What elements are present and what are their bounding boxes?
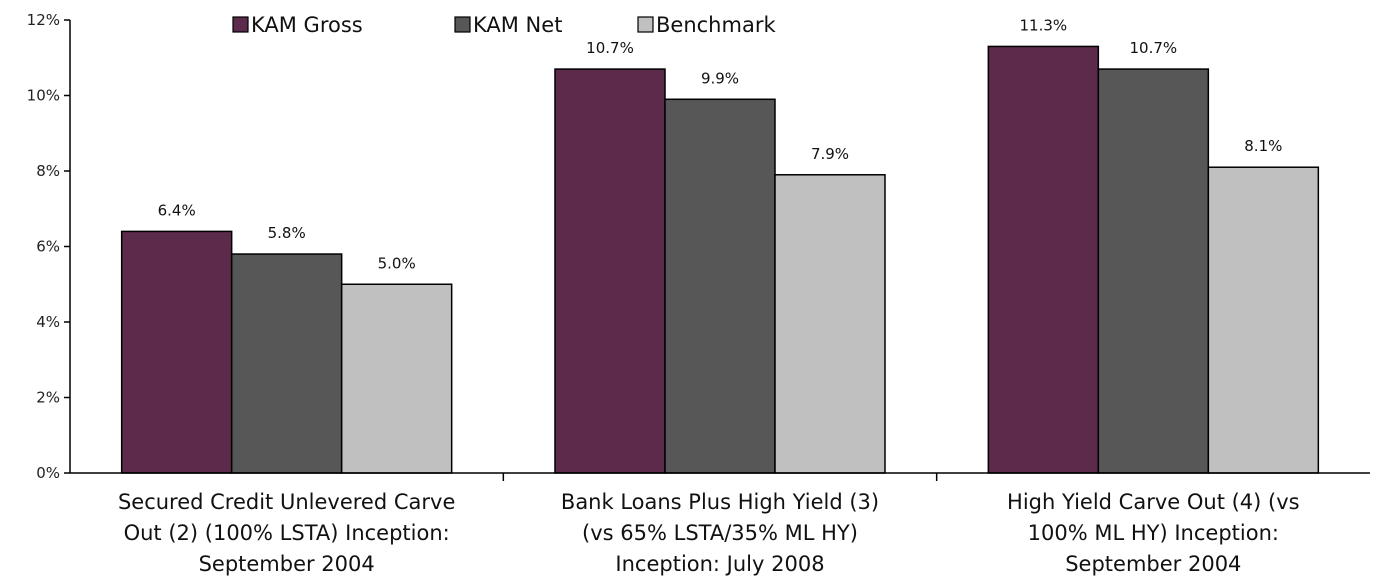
y-tick-label: 8% [36,162,60,180]
x-axis: Secured Credit Unlevered Carve Out (2) (1… [70,472,1370,576]
x-category-label-line: Secured Credit Unlevered Carve [118,490,455,514]
bar-kam-gross [987,45,1100,474]
bar-kam-gross [554,68,666,474]
bar-benchmark [774,174,886,474]
data-label: 6.4% [158,201,196,219]
x-category-label-line: (vs 65% LSTA/35% ML HY) [582,521,858,545]
data-label: 5.8% [268,224,306,242]
bar-kam-net [664,98,776,474]
bar-kam-net [1097,68,1210,474]
legend-swatch [637,16,654,33]
bar-benchmark [340,283,453,474]
x-category-label-line: 100% ML HY) Inception: [1028,521,1279,545]
x-category-label-line: September 2004 [1065,552,1241,576]
x-category-label: High Yield Carve Out (4) (vs 100% ML HY) … [1007,490,1300,576]
x-category-label-line: September 2004 [199,552,375,576]
data-label: 7.9% [811,145,849,163]
bar-kam-net [230,253,343,474]
data-label: 10.7% [1130,39,1178,57]
data-label: 8.1% [1244,137,1282,155]
bar-kam-gross [120,230,233,474]
bars [120,45,1320,474]
legend-label: Benchmark [656,13,776,37]
data-labels: 6.4% 5.8% 5.0% 10.7% 9.9% 7.9% 11.3% 10.7% 8.1% [158,16,1283,272]
y-axis: 0% 2% 4% 6% 8% 10% 12% [27,11,71,482]
bar-benchmark [1207,166,1320,474]
y-tick-label: 6% [36,238,60,256]
legend: KAM Gross KAM Net Benchmark [232,13,776,37]
legend-label: KAM Gross [251,13,363,37]
legend-swatch [454,16,471,33]
y-tick-label: 4% [36,313,60,331]
x-category-label: Secured Credit Unlevered Carve Out (2) (1… [118,490,455,576]
y-tick-label: 10% [27,87,60,105]
y-tick-label: 0% [36,464,60,482]
legend-label: KAM Net [473,13,562,37]
data-label: 5.0% [378,254,416,272]
y-tick-label: 2% [36,389,60,407]
y-tick-label: 12% [27,11,60,29]
x-category-label: Bank Loans Plus High Yield (3) (vs 65% LS… [561,490,879,576]
data-label: 9.9% [701,69,739,87]
data-label: 10.7% [586,39,634,57]
legend-swatch [232,16,249,33]
x-category-label-line: Inception: July 2008 [615,552,824,576]
x-category-label-line: Out (2) (100% LSTA) Inception: [124,521,450,545]
x-category-label-line: High Yield Carve Out (4) (vs [1007,490,1300,514]
x-category-label-line: Bank Loans Plus High Yield (3) [561,490,879,514]
data-label: 11.3% [1020,16,1068,34]
